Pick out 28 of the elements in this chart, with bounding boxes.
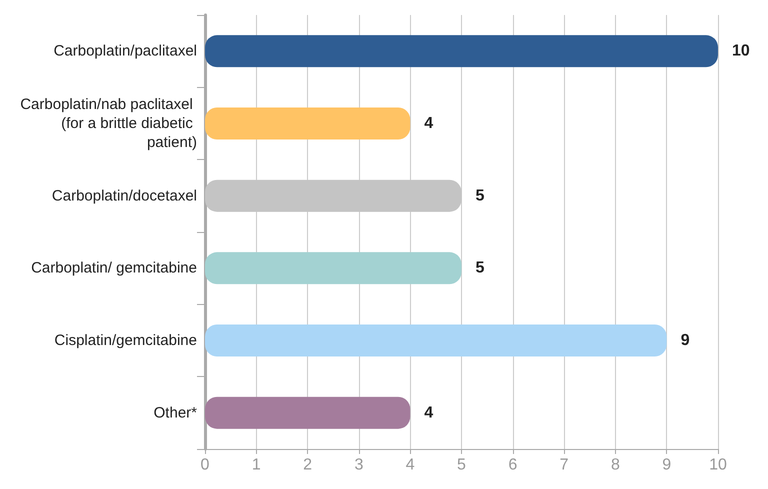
y-tick-label: Carboplatin/nab paclitaxel (for a brittle diabetic patient) [20, 96, 197, 151]
bar [205, 108, 410, 140]
y-tick-label: Carboplatin/docetaxel [52, 187, 197, 204]
x-tick-label: 6 [508, 456, 518, 474]
data-label: 4 [424, 115, 434, 132]
bar [205, 252, 462, 284]
x-tick-label: 3 [354, 456, 364, 474]
data-label: 10 [732, 42, 750, 60]
x-tick-label: 7 [560, 456, 569, 474]
data-label: 5 [476, 187, 484, 204]
x-tick-label: 2 [303, 456, 312, 474]
x-tick-label: 0 [200, 456, 210, 474]
y-tick-label: Carboplatin/ gemcitabine [31, 260, 197, 277]
x-tick-label: 8 [610, 456, 620, 474]
x-tick-label: 4 [406, 456, 415, 474]
x-tick-label: 1 [252, 456, 261, 474]
y-tick-label: Other* [154, 404, 198, 422]
bar [205, 396, 410, 429]
x-tick-label: 5 [457, 456, 466, 474]
data-label: 9 [680, 332, 690, 349]
bar [205, 324, 667, 356]
x-tick-label: 9 [662, 456, 672, 474]
bar [205, 35, 718, 68]
data-label: 5 [476, 260, 484, 277]
x-tick-label: 10 [709, 456, 727, 474]
y-tick-label: Carboplatin/paclitaxel [54, 42, 197, 60]
y-tick-label: Cisplatin/gemcitabine [54, 332, 197, 349]
data-label: 4 [424, 404, 434, 422]
